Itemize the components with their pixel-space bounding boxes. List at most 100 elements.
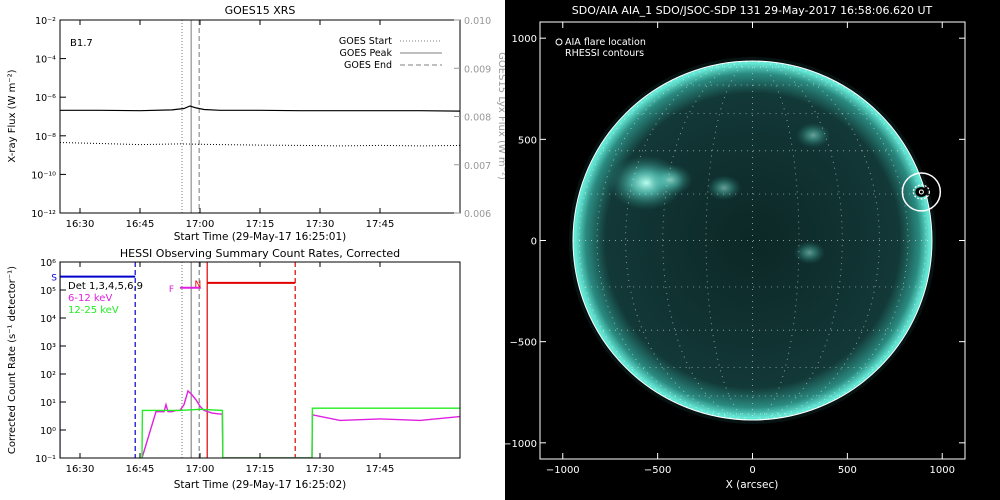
goes-right-tick-label: 0.009 (464, 64, 491, 75)
hessi-legend-label: Det 1,3,4,5,6,9 (68, 281, 143, 292)
hessi-y-axis-label: Corrected Count Rate (s⁻¹ detector⁻¹) (7, 266, 18, 454)
goes-y-tick-label: 10⁻⁴ (35, 55, 56, 66)
aia-legend-label: RHESSI contours (565, 48, 644, 59)
hessi-y-tick-label: 10⁵ (40, 286, 56, 297)
bright-region-1 (649, 164, 693, 196)
aia-y-tick-label: 1000 (512, 34, 537, 45)
grid-longitude (596, 60, 753, 421)
goes-plot-frame (59, 19, 461, 214)
goes-x-tick-label: 17:15 (246, 219, 275, 230)
goes-series-1 (60, 142, 460, 147)
goes-right-tick-label: 0.007 (464, 161, 491, 172)
goes-chart-title: GOES15 XRS (225, 4, 296, 17)
hessi-status-label: N (194, 280, 201, 290)
hessi-y-tick-label: 10⁶ (40, 258, 56, 269)
grid-longitude (752, 60, 800, 421)
hessi-y-axis: 10⁻¹ 10⁰ 10¹ 10² 10³ 10⁴ 10⁵ 10⁶ (35, 258, 66, 465)
aia-x-axis: −1000 −500 0 500 1000 (546, 22, 955, 476)
hessi-y-tick-label: 10⁴ (40, 314, 56, 325)
aia-y-tick-label: 0 (531, 237, 537, 248)
hessi-x-tick-label: 17:30 (306, 464, 335, 475)
aia-flare-marker (918, 189, 924, 195)
bright-region-4 (793, 241, 826, 265)
goes-x-axis-label: Start Time (29-May-17 16:25:01) (174, 231, 347, 243)
hessi-y-tick-label: 10⁰ (40, 426, 56, 437)
hessi-y-tick-label: 10⁻¹ (35, 454, 56, 465)
hessi-x-tick-label: 17:15 (246, 464, 275, 475)
goes-x-tick-label: 17:45 (366, 219, 395, 230)
hessi-x-tick-label: 16:45 (126, 464, 155, 475)
goes-y-axis-label: X-ray Flux (W m⁻²) (7, 69, 18, 162)
rhessi-contour (912, 184, 930, 200)
goes-y-tick-label: 10⁻¹² (31, 209, 56, 220)
goes-y-tick-label: 10⁻⁶ (35, 93, 56, 104)
hessi-y-tick-label: 10³ (40, 342, 56, 353)
goes-legend-label: GOES Peak (340, 48, 393, 59)
goes-legend-label: GOES Start (339, 36, 392, 47)
hessi-x-tick-label: 16:30 (66, 464, 95, 475)
goes-class-label: B1.7 (70, 38, 93, 49)
hessi-x-axis-label: Start Time (29-May-17 16:25:02) (174, 479, 347, 491)
hessi-status-label: S (51, 274, 57, 284)
goes-y-axis: 10⁻¹² 10⁻¹⁰ 10⁻⁸ 10⁻⁶ 10⁻⁴ 10⁻² (31, 16, 66, 220)
goes-right-tick-label: 0.006 (464, 209, 491, 220)
aia-x-tick-label: 1000 (930, 465, 955, 476)
goes-xrs-panel: GOES15 XRS 16:30 16:45 17:00 17:15 17:30 17:4… (7, 4, 507, 243)
hessi-plot-area (60, 262, 460, 458)
aia-y-tick-label: −500 (510, 338, 537, 349)
goes-x-axis: 16:30 16:45 17:00 17:15 17:30 17:45 (66, 20, 395, 230)
hessi-status-label: F (169, 285, 174, 295)
goes-y-tick-label: 10⁻¹⁰ (31, 170, 56, 181)
aia-legend-label: AIA flare location (565, 37, 646, 48)
hessi-series-0 (141, 389, 460, 458)
aia-x-tick-label: −1000 (546, 465, 580, 476)
aia-image-panel: SDO/AIA AIA_1 SDO/JSOC-SDP 131 29-May-20… (503, 0, 1000, 500)
aia-x-tick-label: 500 (838, 465, 857, 476)
hessi-x-tick-label: 17:45 (366, 464, 395, 475)
hessi-panel: HESSI Observing Summary Count Rates, Cor… (7, 247, 461, 491)
goes-right-tick-label: 0.010 (464, 16, 491, 27)
rhessi-contour-blob (915, 186, 928, 197)
hessi-legend-label: 12-25 keV (68, 305, 119, 316)
goes-right-tick-label: 0.008 (464, 113, 491, 124)
solar-disk (573, 61, 932, 420)
goes-x-tick-label: 16:30 (66, 219, 95, 230)
hessi-legend-label: 6-12 keV (68, 293, 112, 304)
goes-legend-label: GOES End (344, 60, 392, 71)
heliographic-grid (573, 60, 932, 421)
aia-x-tick-label: −500 (644, 465, 671, 476)
goes-right-axis: 0.006 0.007 0.008 0.009 0.010 (454, 16, 491, 220)
aia-legend-circle-icon (555, 38, 563, 46)
goes-x-tick-label: 17:30 (306, 219, 335, 230)
goes-y-tick-label: 10⁻⁸ (35, 132, 56, 143)
goes-y-tick-label: 10⁻² (35, 16, 56, 27)
goes-series-0 (60, 105, 460, 112)
grid-longitude (752, 60, 909, 421)
goes-right-axis-label: GOES15 Lyx Flux (W m⁻²) (496, 52, 507, 180)
hessi-series-1 (141, 407, 460, 458)
aia-x-axis-label: X (arcsec) (726, 479, 779, 491)
hessi-x-axis: 16:30 16:45 17:00 17:15 17:30 17:45 (66, 262, 395, 475)
aia-y-tick-label: 500 (518, 135, 537, 146)
goes-x-tick-label: 17:00 (186, 219, 215, 230)
aia-x-tick-label: 0 (749, 465, 755, 476)
bright-region-2 (795, 122, 831, 148)
hessi-chart-title: HESSI Observing Summary Count Rates, Cor… (120, 247, 400, 260)
grid-longitude (705, 60, 753, 421)
goes-x-tick-label: 16:45 (126, 219, 155, 230)
goes-plot-area (60, 20, 460, 213)
solar-limb-outline (572, 60, 933, 421)
aia-plot-area (569, 57, 942, 424)
hessi-y-tick-label: 10¹ (40, 398, 56, 409)
bright-region-3 (706, 175, 742, 201)
aia-y-tick-label: −1000 (503, 439, 537, 450)
aia-image-title: SDO/AIA AIA_1 SDO/JSOC-SDP 131 29-May-20… (572, 4, 933, 17)
hessi-x-tick-label: 17:00 (186, 464, 215, 475)
flare-location-circle (901, 172, 942, 212)
aia-y-axis: −1000 −500 0 500 1000 (503, 34, 965, 450)
hessi-y-tick-label: 10² (40, 370, 56, 381)
